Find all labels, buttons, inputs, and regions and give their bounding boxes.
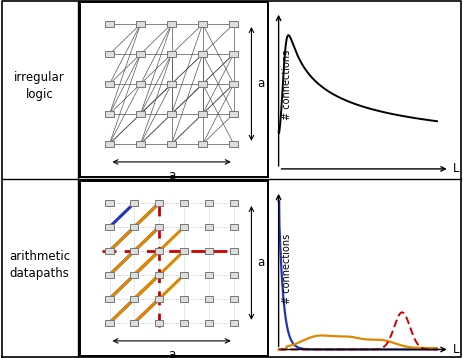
Bar xyxy=(180,248,188,254)
Bar xyxy=(229,81,238,87)
Bar xyxy=(130,248,138,254)
Bar xyxy=(167,21,176,27)
Bar xyxy=(198,21,207,27)
Bar xyxy=(198,141,207,147)
Bar xyxy=(155,272,163,278)
Bar xyxy=(230,224,238,230)
Bar xyxy=(136,51,145,57)
Text: a: a xyxy=(257,77,264,91)
Bar xyxy=(180,224,188,230)
Bar xyxy=(130,272,138,278)
Bar xyxy=(105,21,114,27)
Text: a: a xyxy=(168,348,175,358)
Text: L: L xyxy=(453,343,459,356)
Text: arithmetic
datapaths: arithmetic datapaths xyxy=(9,250,70,280)
Bar xyxy=(105,111,114,117)
Bar xyxy=(167,141,176,147)
Bar xyxy=(105,81,114,87)
Bar xyxy=(106,320,113,326)
Bar xyxy=(180,320,188,326)
Bar xyxy=(105,51,114,57)
Text: a: a xyxy=(168,169,175,182)
Bar xyxy=(155,224,163,230)
Bar xyxy=(205,224,213,230)
Bar xyxy=(130,320,138,326)
Text: # connections: # connections xyxy=(282,50,292,120)
Bar xyxy=(205,248,213,254)
Bar xyxy=(229,141,238,147)
Bar xyxy=(155,248,163,254)
Bar xyxy=(205,272,213,278)
Bar xyxy=(230,272,238,278)
Bar xyxy=(198,111,207,117)
Bar xyxy=(130,200,138,206)
Bar xyxy=(167,51,176,57)
Text: irregular
logic: irregular logic xyxy=(14,71,65,101)
Bar xyxy=(136,111,145,117)
Bar xyxy=(155,320,163,326)
Bar xyxy=(167,81,176,87)
Bar xyxy=(205,296,213,302)
Bar xyxy=(130,224,138,230)
Bar xyxy=(106,248,113,254)
Bar xyxy=(106,296,113,302)
Bar xyxy=(136,141,145,147)
Text: a: a xyxy=(257,256,264,270)
Bar xyxy=(136,81,145,87)
Bar xyxy=(198,51,207,57)
Bar xyxy=(230,320,238,326)
Bar xyxy=(205,320,213,326)
Bar xyxy=(105,141,114,147)
Bar xyxy=(230,296,238,302)
Bar xyxy=(230,200,238,206)
Bar xyxy=(106,272,113,278)
Bar xyxy=(155,200,163,206)
Text: L: L xyxy=(453,163,459,175)
Bar xyxy=(230,248,238,254)
Bar xyxy=(229,111,238,117)
Bar xyxy=(180,296,188,302)
Bar xyxy=(198,81,207,87)
Bar xyxy=(229,21,238,27)
Bar xyxy=(130,296,138,302)
Bar xyxy=(106,200,113,206)
Bar xyxy=(205,200,213,206)
Bar xyxy=(180,272,188,278)
Bar xyxy=(106,224,113,230)
Bar xyxy=(167,111,176,117)
Text: # connections: # connections xyxy=(282,233,292,304)
Bar xyxy=(155,296,163,302)
Bar xyxy=(136,21,145,27)
Bar xyxy=(180,200,188,206)
Bar xyxy=(229,51,238,57)
